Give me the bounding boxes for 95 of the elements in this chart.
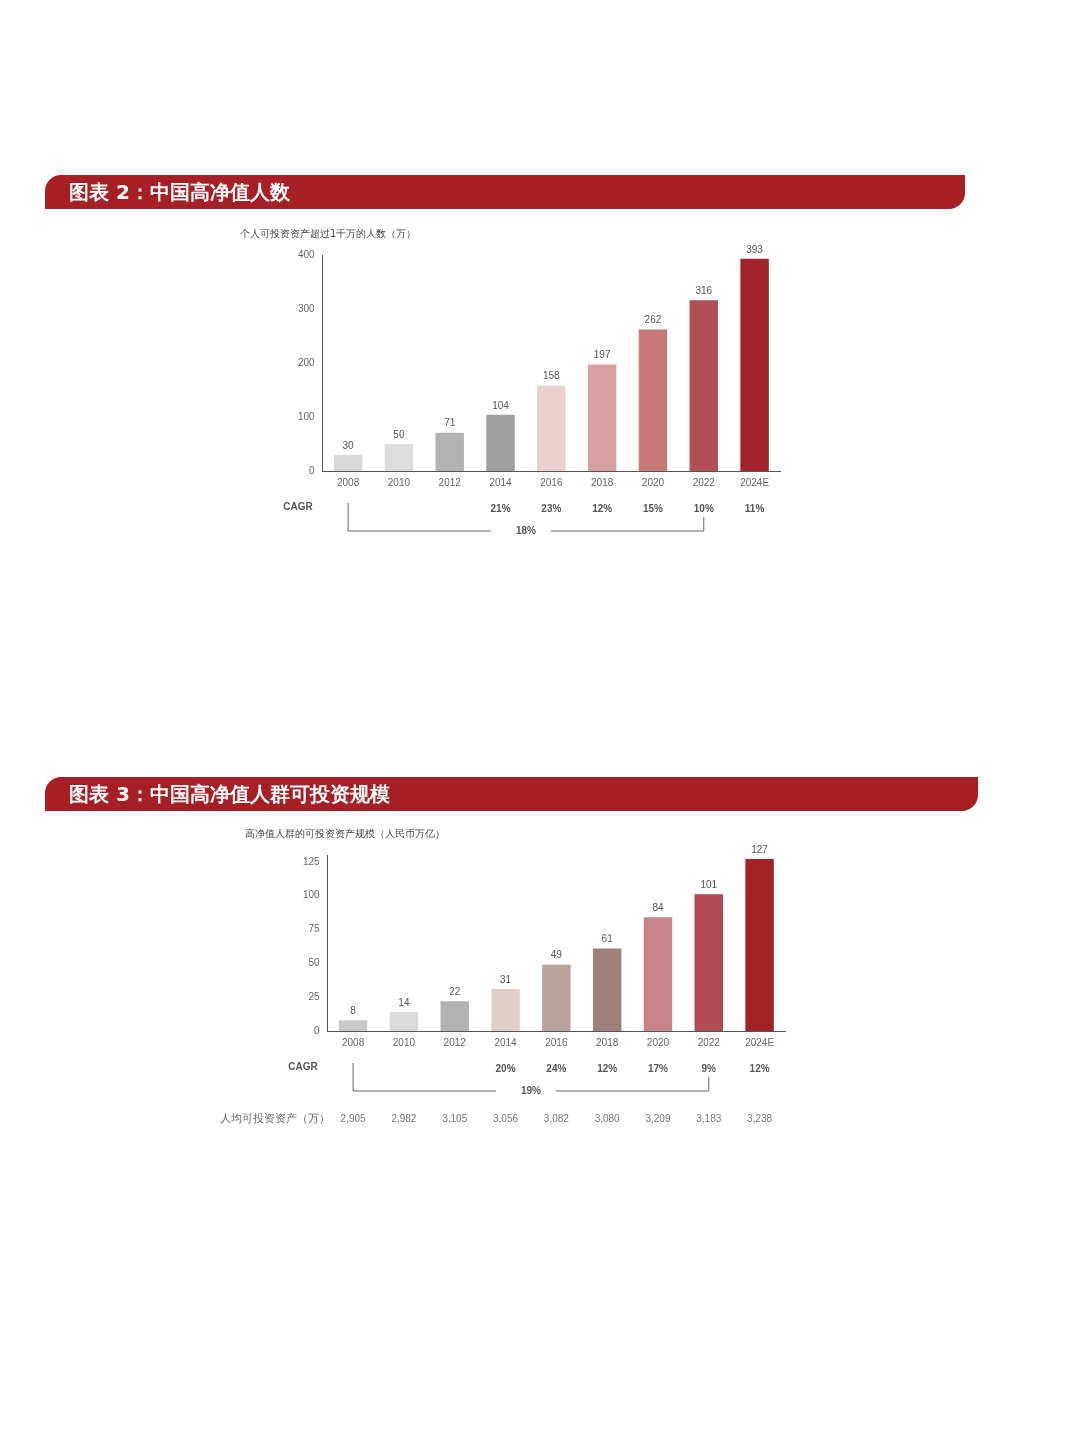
bar <box>745 859 774 1031</box>
chart-title: 图表 2：中国高净值人数 <box>45 175 965 209</box>
x-tick-label: 2008 <box>341 1036 365 1048</box>
x-tick-label: 2016 <box>545 1036 568 1048</box>
bar <box>384 444 414 471</box>
chart-subtitle: 个人可投资资产超过1千万的人数（万） <box>240 227 417 239</box>
x-tick-label: 2012 <box>438 476 462 488</box>
x-tick-label: 2016 <box>540 476 563 488</box>
bar <box>694 894 724 1031</box>
text: 人均可投资资产（万） <box>220 1111 330 1125</box>
data-label: 31 <box>499 973 512 985</box>
y-tick-label: 0 <box>314 1024 321 1036</box>
x-tick-label: 2012 <box>443 1036 467 1048</box>
text: 3,082 <box>543 1112 570 1124</box>
x-tick-label: 2022 <box>692 476 716 488</box>
text: 3,056 <box>493 1112 519 1124</box>
text: 15% <box>642 502 664 514</box>
text: 9% <box>701 1062 717 1074</box>
x-tick-label: 2024E <box>745 1036 775 1048</box>
chart-title: 图表 3：中国高净值人群可投资规模 <box>45 777 978 811</box>
data-label: 49 <box>550 949 563 961</box>
x-tick-label: 2024E <box>740 476 770 488</box>
text: 19% <box>520 1084 542 1096</box>
text: 3,209 <box>645 1112 671 1124</box>
y-tick-label: 300 <box>298 302 316 314</box>
bar <box>542 964 571 1031</box>
x-tick-label: 2010 <box>387 476 411 488</box>
x-tick-label: 2010 <box>392 1036 416 1048</box>
y-tick-label: 25 <box>308 990 321 1002</box>
y-tick-label: 125 <box>303 855 321 867</box>
bar <box>587 364 617 471</box>
bar <box>537 385 566 471</box>
chart-subtitle: 高净值人群的可投资资产规模（人民币万亿） <box>245 827 445 839</box>
y-tick-label: 50 <box>308 957 321 969</box>
text: 12% <box>592 502 613 514</box>
data-label: 127 <box>751 843 769 855</box>
data-label: 197 <box>593 349 611 361</box>
y-tick-label: 100 <box>303 889 321 901</box>
bar <box>740 258 769 471</box>
text: 10% <box>693 502 714 514</box>
bar <box>333 454 363 471</box>
data-label: 316 <box>695 285 713 297</box>
text: 3,238 <box>747 1112 773 1124</box>
text: 23% <box>541 502 562 514</box>
y-tick-label: 75 <box>308 923 321 935</box>
text: 24% <box>546 1062 567 1074</box>
x-tick-label: 2008 <box>336 476 360 488</box>
data-label: 61 <box>601 933 614 945</box>
bar <box>389 1012 419 1031</box>
text: 3,080 <box>594 1112 621 1124</box>
x-tick-label: 2014 <box>489 476 513 488</box>
text: 12% <box>597 1062 618 1074</box>
x-tick-label: 2018 <box>591 476 614 488</box>
data-label: 393 <box>746 243 764 255</box>
bar <box>435 432 464 471</box>
x-tick-label: 2014 <box>494 1036 518 1048</box>
bar <box>592 948 622 1031</box>
text: 11% <box>744 502 765 514</box>
text: 12% <box>749 1062 770 1074</box>
data-label: 50 <box>393 428 405 440</box>
bar <box>689 300 719 471</box>
text: 3,105 <box>442 1112 468 1124</box>
text: CAGR <box>288 1060 319 1072</box>
x-tick-label: 2020 <box>641 476 665 488</box>
data-label: 262 <box>644 314 662 326</box>
text: 17% <box>647 1062 669 1074</box>
bar <box>486 414 515 471</box>
y-tick-label: 200 <box>298 356 316 368</box>
bar <box>638 329 668 471</box>
bar <box>491 989 520 1031</box>
bar <box>338 1020 368 1031</box>
text: CAGR <box>283 500 314 512</box>
bar <box>643 917 673 1031</box>
text: 3,183 <box>696 1112 722 1124</box>
data-label: 22 <box>449 985 461 997</box>
data-label: 71 <box>444 417 456 429</box>
data-label: 101 <box>700 879 718 891</box>
text: 20% <box>495 1062 516 1074</box>
y-tick-label: 0 <box>309 464 316 476</box>
data-label: 14 <box>398 996 410 1008</box>
text: 21% <box>490 502 511 514</box>
data-label: 158 <box>543 370 561 382</box>
data-label: 104 <box>492 399 510 411</box>
data-label: 84 <box>652 902 664 914</box>
data-label: 30 <box>342 439 355 451</box>
y-tick-label: 400 <box>298 248 316 260</box>
x-tick-label: 2018 <box>596 1036 619 1048</box>
data-label: 8 <box>350 1004 357 1016</box>
x-tick-label: 2022 <box>697 1036 721 1048</box>
text: 2,982 <box>391 1112 417 1124</box>
y-tick-label: 100 <box>298 410 316 422</box>
bar <box>440 1001 469 1031</box>
x-tick-label: 2020 <box>646 1036 670 1048</box>
text: 2,905 <box>340 1112 367 1124</box>
text: 18% <box>515 524 537 536</box>
